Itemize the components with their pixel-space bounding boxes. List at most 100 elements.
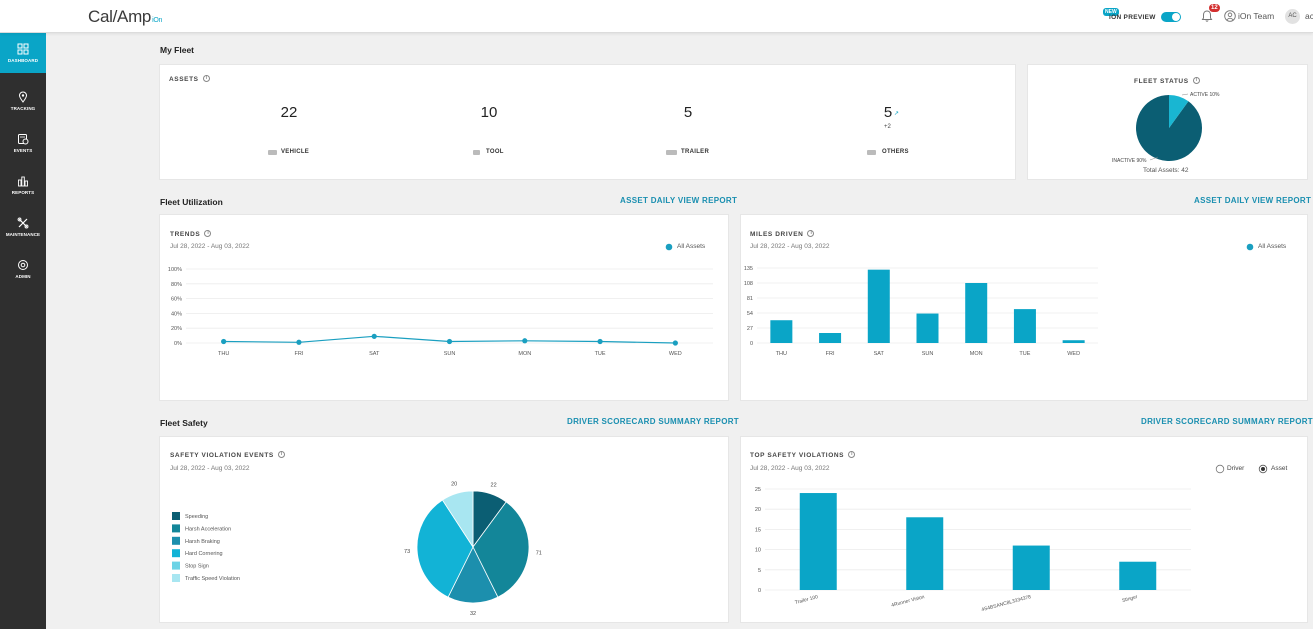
- fleet-safety-title: Fleet Safety: [160, 418, 208, 428]
- sidebar-item-admin[interactable]: ADMIN: [0, 249, 46, 289]
- x-tick-label: TUE: [1019, 351, 1030, 357]
- x-tick-label: FRI: [826, 351, 835, 357]
- data-point: [522, 338, 528, 344]
- y-tick-label: 40%: [171, 311, 182, 317]
- y-tick-label: 54: [747, 311, 753, 317]
- x-tick-label: Trailer 100: [794, 594, 819, 606]
- inactive-label: INACTIVE 90%: [1112, 158, 1147, 164]
- bar: [770, 320, 793, 343]
- dashboard-icon: [17, 43, 29, 55]
- miles-title: MILES DRIVEN: [750, 230, 815, 238]
- y-tick-label: 80%: [171, 282, 182, 288]
- new-badge: NEW: [1103, 8, 1119, 16]
- pie-value-label: 71: [536, 551, 542, 557]
- trends-date-range: Jul 28, 2022 - Aug 03, 2022: [170, 243, 250, 250]
- y-tick-label: 135: [744, 266, 753, 272]
- info-icon[interactable]: [1192, 77, 1200, 84]
- info-icon[interactable]: [204, 230, 212, 237]
- x-tick-label: SUN: [922, 351, 934, 357]
- trends-card: TRENDS Jul 28, 2022 - Aug 03, 2022 All A…: [159, 214, 729, 401]
- sidebar-item-events[interactable]: EVENTS: [0, 123, 46, 163]
- user-name[interactable]: ac: [1305, 11, 1313, 21]
- sidebar-item-maintenance[interactable]: MAINTENANCE: [0, 207, 46, 247]
- y-tick-label: 25: [755, 487, 761, 493]
- legend-swatch: [172, 561, 180, 570]
- calamp-logo[interactable]: Cal/AmpiOn: [88, 7, 163, 26]
- bar: [916, 313, 939, 343]
- safety-events-chart: 22 71 32 73 20 Speeding Harsh Acceleration Hars…: [172, 482, 542, 617]
- safety-events-card: SAFETY VIOLATION EVENTS Jul 28, 2022 - A…: [159, 436, 729, 623]
- sidebar-item-reports[interactable]: REPORTS: [0, 165, 46, 205]
- radio-driver-label[interactable]: Driver: [1227, 465, 1245, 472]
- x-tick-label: MON: [518, 351, 531, 357]
- trends-legend[interactable]: All Assets: [677, 243, 706, 250]
- location-pin-icon: [18, 91, 28, 103]
- leader-line: [1149, 156, 1159, 161]
- sidebar-item-tracking[interactable]: TRACKING: [0, 81, 46, 121]
- vehicle-count[interactable]: 22: [280, 104, 298, 121]
- pie-slice: [441, 490, 474, 549]
- bar: [867, 269, 890, 343]
- sidebar-item-dashboard[interactable]: DASHBOARD: [0, 33, 46, 73]
- y-tick-label: 0: [750, 341, 753, 347]
- data-point: [672, 340, 678, 346]
- info-icon[interactable]: [202, 75, 210, 82]
- miles-legend[interactable]: All Assets: [1258, 243, 1287, 250]
- legend-swatch: [172, 536, 180, 545]
- radio-asset[interactable]: [1258, 464, 1268, 474]
- user-icon[interactable]: [1224, 10, 1236, 22]
- assets-title: ASSETS: [169, 75, 210, 83]
- info-icon[interactable]: [277, 451, 285, 458]
- radio-driver[interactable]: [1215, 464, 1225, 474]
- trailer-count[interactable]: 5: [683, 104, 693, 121]
- legend-label: Harsh Braking: [185, 539, 220, 545]
- legend-dot: [665, 243, 673, 251]
- legend-swatch: [172, 512, 180, 520]
- ion-preview-toggle[interactable]: [1161, 12, 1181, 22]
- asset-daily-view-report-link[interactable]: ASSET DAILY VIEW REPORT: [1194, 196, 1312, 205]
- data-point: [371, 333, 377, 339]
- ion-preview: NEW iON PREVIEW: [1103, 8, 1163, 26]
- driver-scorecard-summary-report-link[interactable]: DRIVER SCORECARD SUMMARY REPORT: [567, 417, 739, 426]
- driver-scorecard-summary-report-link[interactable]: DRIVER SCORECARD SUMMARY REPORT: [1141, 417, 1313, 426]
- info-icon[interactable]: [848, 451, 856, 458]
- legend-label: Traffic Speed Violation: [185, 576, 240, 582]
- bar: [1062, 340, 1085, 343]
- x-tick-label: FRI: [294, 351, 303, 357]
- team-name[interactable]: iOn Team: [1238, 11, 1275, 21]
- radio-asset-label[interactable]: Asset: [1271, 465, 1288, 472]
- info-icon[interactable]: [807, 230, 815, 237]
- bell-icon[interactable]: [1200, 9, 1214, 23]
- trailer-icon: [666, 150, 677, 155]
- leader-line: [1181, 93, 1189, 96]
- asset-daily-view-report-link[interactable]: ASSET DAILY VIEW REPORT: [620, 196, 738, 205]
- legend-swatch: [172, 549, 180, 558]
- data-point: [221, 338, 227, 345]
- x-tick-label: THU: [218, 351, 229, 357]
- wrench-icon: [17, 217, 29, 229]
- x-tick-label: TUE: [595, 351, 606, 357]
- assets-card: ASSETS 22 VEHICLE 10 TOOL 5 TRAILER 5 ↗ …: [159, 64, 1016, 180]
- pie-slice-inactive[interactable]: [1136, 95, 1203, 161]
- sidebar-item-label: ADMIN: [15, 274, 31, 279]
- y-tick-label: 20%: [171, 326, 182, 332]
- pie-slice: [447, 546, 499, 604]
- bar: [1013, 309, 1036, 343]
- legend-label: Harsh Acceleration: [185, 526, 231, 532]
- tool-count[interactable]: 10: [480, 104, 498, 121]
- miles-chart: 0 27 54 81 108 135 THU FRI SAT SUN MON TUE WED: [744, 266, 1098, 357]
- avatar[interactable]: AC: [1285, 9, 1300, 24]
- others-count[interactable]: 5: [883, 104, 893, 121]
- others-label: OTHERS: [882, 149, 909, 155]
- x-tick-label: SAT: [874, 351, 885, 357]
- pie-slice-active[interactable]: [1169, 95, 1189, 128]
- safety-events-date-range: Jul 28, 2022 - Aug 03, 2022: [170, 465, 250, 472]
- sidebar-item-label: MAINTENANCE: [5, 232, 41, 237]
- bar: [1012, 545, 1050, 590]
- total-assets: Total Assets: 42: [1143, 167, 1189, 174]
- others-delta: +2: [884, 124, 891, 130]
- legend-dot: [1246, 243, 1254, 251]
- tool-label: TOOL: [486, 149, 504, 155]
- data-point: [446, 338, 453, 345]
- sidebar-item-label: EVENTS: [13, 148, 33, 153]
